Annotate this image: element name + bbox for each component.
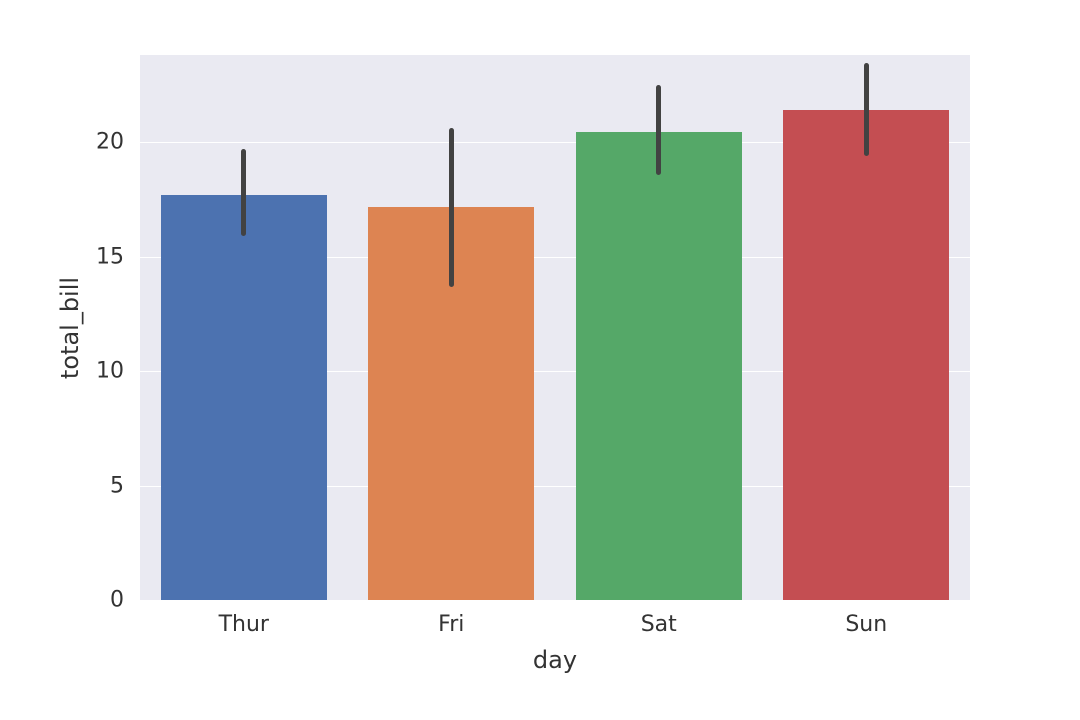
y-tick-label: 5 [0,473,124,498]
bar [783,110,949,600]
error-bar [864,63,869,156]
figure: 05101520 ThurFriSatSun total_bill day [0,0,1080,720]
x-tick-label: Sat [641,612,677,637]
x-axis-label: day [533,646,577,674]
y-tick-label: 0 [0,588,124,613]
y-tick-label: 20 [0,130,124,155]
error-bar [241,149,246,236]
x-tick-label: Thur [219,612,269,637]
plot-area [140,55,970,600]
x-tick-label: Sun [845,612,887,637]
error-bar [449,128,454,287]
y-axis-label: total_bill [56,276,84,378]
error-bar [656,85,661,175]
y-tick-label: 15 [0,244,124,269]
x-tick-label: Fri [438,612,464,637]
bar [576,132,742,600]
bar [161,195,327,600]
grid-line [140,600,970,601]
